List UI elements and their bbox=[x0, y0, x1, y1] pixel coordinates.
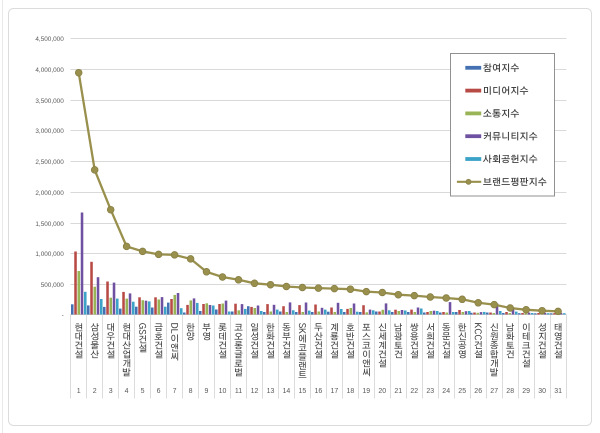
svg-text:8: 8 bbox=[189, 388, 193, 395]
svg-text:25: 25 bbox=[458, 388, 466, 395]
svg-text:7: 7 bbox=[173, 388, 177, 395]
svg-text:1,000,000: 1,000,000 bbox=[35, 251, 64, 258]
svg-text:500,000: 500,000 bbox=[41, 282, 65, 289]
svg-text:21: 21 bbox=[394, 388, 402, 395]
svg-text:2: 2 bbox=[93, 388, 97, 395]
svg-text:2,000,000: 2,000,000 bbox=[35, 190, 64, 197]
svg-text:3: 3 bbox=[109, 388, 113, 395]
svg-text:4: 4 bbox=[125, 388, 129, 395]
svg-text:30: 30 bbox=[538, 388, 546, 395]
svg-text:19: 19 bbox=[362, 388, 370, 395]
svg-text:29: 29 bbox=[522, 388, 530, 395]
svg-text:13: 13 bbox=[267, 388, 275, 395]
svg-text:16: 16 bbox=[315, 388, 323, 395]
svg-text:24: 24 bbox=[442, 388, 450, 395]
svg-text:1,500,000: 1,500,000 bbox=[35, 221, 64, 228]
svg-text:28: 28 bbox=[506, 388, 514, 395]
svg-text:3,500,000: 3,500,000 bbox=[35, 98, 64, 105]
svg-text:5: 5 bbox=[141, 388, 145, 395]
svg-text:6: 6 bbox=[157, 388, 161, 395]
svg-text:26: 26 bbox=[474, 388, 482, 395]
svg-text:31: 31 bbox=[554, 388, 562, 395]
svg-text:4,000,000: 4,000,000 bbox=[35, 67, 64, 74]
svg-text:2,500,000: 2,500,000 bbox=[35, 159, 64, 166]
svg-text:22: 22 bbox=[410, 388, 418, 395]
svg-text:12: 12 bbox=[251, 388, 259, 395]
svg-text:1: 1 bbox=[77, 388, 81, 395]
svg-text:17: 17 bbox=[331, 388, 339, 395]
svg-text:23: 23 bbox=[426, 388, 434, 395]
svg-text:9: 9 bbox=[205, 388, 209, 395]
svg-text:15: 15 bbox=[299, 388, 307, 395]
svg-text:27: 27 bbox=[490, 388, 498, 395]
svg-text:10: 10 bbox=[219, 388, 227, 395]
svg-text:4,500,000: 4,500,000 bbox=[35, 36, 64, 43]
svg-text:3,000,000: 3,000,000 bbox=[35, 128, 64, 135]
svg-text:-: - bbox=[62, 312, 64, 319]
svg-text:11: 11 bbox=[235, 388, 242, 395]
svg-text:18: 18 bbox=[347, 388, 355, 395]
svg-text:14: 14 bbox=[283, 388, 291, 395]
svg-text:20: 20 bbox=[378, 388, 386, 395]
